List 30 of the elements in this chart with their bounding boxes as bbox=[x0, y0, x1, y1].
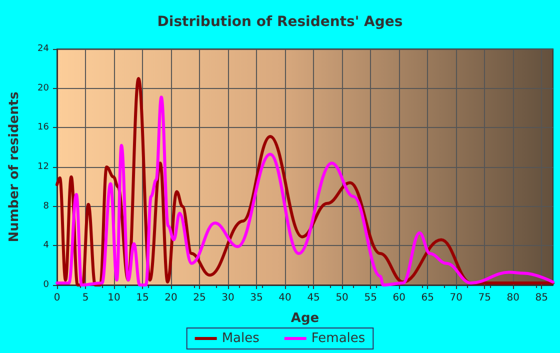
x-tick-label: 10 bbox=[108, 292, 120, 304]
x-tick-label: 15 bbox=[136, 292, 149, 304]
x-tick-label: 25 bbox=[193, 292, 206, 304]
y-tick-label: 0 bbox=[43, 280, 50, 290]
x-tick-label: 35 bbox=[250, 292, 263, 304]
y-tick-label: 8 bbox=[43, 201, 50, 212]
x-tick-label: 75 bbox=[478, 292, 491, 304]
x-tick-label: 55 bbox=[364, 292, 377, 304]
x-tick-label: 80 bbox=[506, 292, 520, 304]
x-tick-label: 40 bbox=[278, 292, 292, 304]
legend-label: Females bbox=[311, 331, 366, 346]
x-tick-label: 85 bbox=[535, 292, 548, 304]
y-axis-title: Number of residents bbox=[7, 91, 22, 242]
x-tick-label: 60 bbox=[392, 292, 406, 304]
y-tick-label: 4 bbox=[43, 240, 50, 251]
y-tick-label: 24 bbox=[38, 44, 50, 54]
y-tick-label: 20 bbox=[38, 83, 50, 94]
x-tick-label: 5 bbox=[82, 292, 89, 304]
x-tick-label: 70 bbox=[450, 292, 462, 304]
x-tick-label: 30 bbox=[222, 292, 234, 304]
x-tick-label: 50 bbox=[336, 292, 348, 304]
y-tick-label: 16 bbox=[38, 122, 50, 133]
legend-label: Males bbox=[222, 331, 260, 346]
x-tick-label: 20 bbox=[164, 292, 178, 304]
y-tick-label: 12 bbox=[38, 162, 49, 172]
x-tick-label: 65 bbox=[421, 292, 434, 304]
x-tick-label: 45 bbox=[307, 292, 320, 304]
chart-title: Distribution of Residents' Ages bbox=[157, 14, 403, 30]
x-tick-label: 0 bbox=[54, 292, 60, 304]
x-axis-title: Age bbox=[290, 311, 320, 326]
